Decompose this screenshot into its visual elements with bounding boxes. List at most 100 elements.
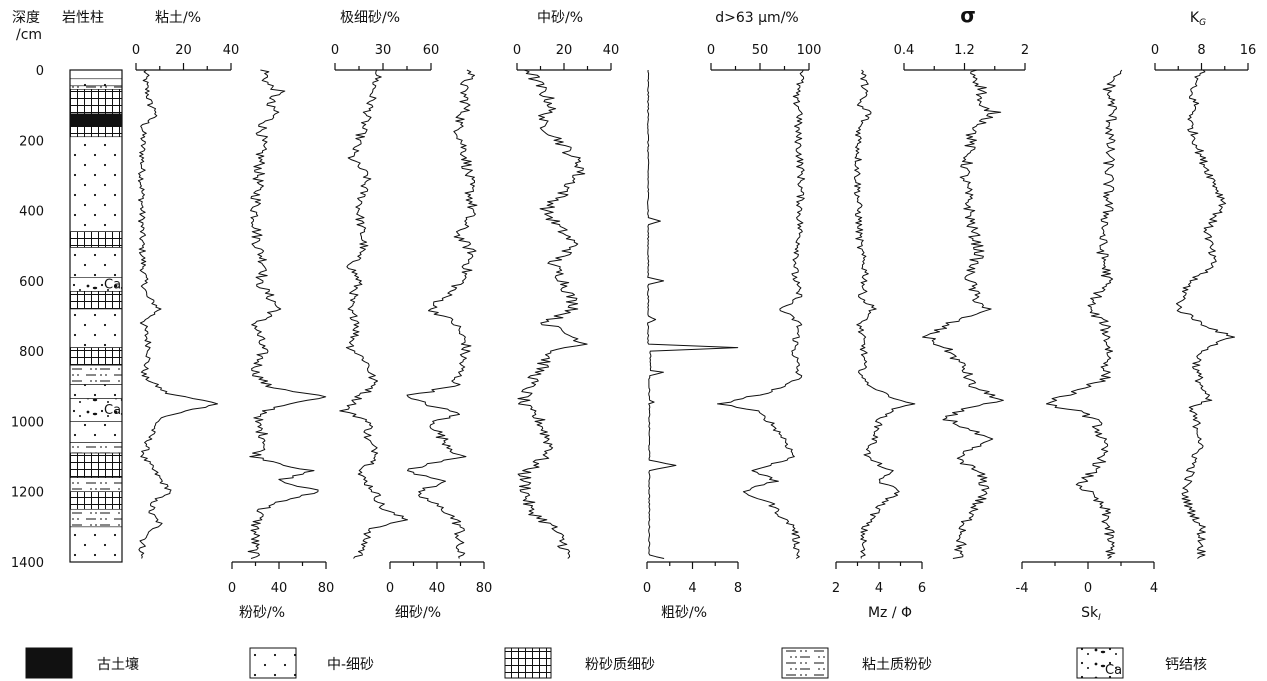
legend-symbol-text: Ca <box>1105 663 1122 678</box>
panel-title-text: 细砂/% <box>395 605 441 621</box>
panel-title-text: K <box>1190 10 1200 26</box>
depth-tick-label: 1400 <box>11 556 44 571</box>
panel-title: Mz / Φ <box>868 605 912 621</box>
panel-tick-label: 100 <box>797 43 822 58</box>
panel-tick-label: 4 <box>875 581 883 596</box>
depth-tick-label: 600 <box>19 275 44 290</box>
panel-title-text: 极细砂/% <box>340 10 400 26</box>
panel-curve-cs <box>647 69 739 559</box>
panel-tick-label: 40 <box>223 43 240 58</box>
panel-title-text: 中砂/% <box>537 10 583 26</box>
panel-title: 粘土/% <box>155 10 201 26</box>
panel-title-text: 粉砂/% <box>239 605 285 621</box>
panel-tick-label: 4 <box>1150 581 1158 596</box>
panel-tick-label: 80 <box>476 581 493 596</box>
panel-tick-label: 0 <box>1151 43 1159 58</box>
legend-label: 中-细砂 <box>327 657 374 673</box>
panel-tick-label: 0 <box>1084 581 1092 596</box>
lithology-legend: 古土壤 中-细砂 粉砂质细砂 粘土质粉砂 Ca 钙结核 <box>25 647 1207 679</box>
panel-tick-label: 8 <box>1197 43 1205 58</box>
legend-item-paleosol: 古土壤 <box>25 647 139 679</box>
depth-tick-label: 0 <box>36 64 44 79</box>
panel-title: 中砂/% <box>537 10 583 26</box>
panel-mz: 2 4 6 Mz / Φ <box>832 69 926 621</box>
legend-item-clayey: 粘土质粉砂 <box>781 647 932 679</box>
lithology-layer-sand <box>69 384 123 399</box>
panel-title-text: 粘土/% <box>155 10 201 26</box>
panel-tick-label: 6 <box>918 581 926 596</box>
lithology-layers: Ca Ca <box>69 78 123 563</box>
panel-tick-label: 2 <box>832 581 840 596</box>
lithology-layer-sand <box>69 421 123 443</box>
legend-label: 粘土质粉砂 <box>862 657 932 673</box>
panel-tick-label: 40 <box>271 581 288 596</box>
calcrete-label: Ca <box>104 277 121 292</box>
panel-curve-kg <box>1176 69 1235 559</box>
depth-axis-unit: /cm <box>16 27 42 43</box>
panel-tick-label: 0 <box>386 581 394 596</box>
lithology-layer-sand <box>69 308 123 348</box>
lithology-layer-clayey <box>69 442 123 454</box>
panel-title: 粉砂/% <box>239 605 285 621</box>
panel-kg: 0 8 16 KG <box>1151 10 1256 559</box>
panel-tick-label: 0 <box>707 43 715 58</box>
legend-swatch-silty <box>504 647 552 679</box>
lithology-layer-sand <box>69 78 123 87</box>
panel-tick-label: 50 <box>752 43 769 58</box>
panel-tick-label: 20 <box>556 43 573 58</box>
lithology-column-title: 岩性柱 <box>62 10 104 26</box>
panel-title: 粗砂/% <box>661 605 707 621</box>
lithology-layer-clayey <box>69 364 123 385</box>
calcrete-label: Ca <box>104 403 121 418</box>
panel-tick-label: 8 <box>734 581 742 596</box>
panel-curve-sk <box>1046 69 1123 559</box>
depth-tick-labels: 0 200 400 600 800 1000 1200 1400 <box>11 64 44 571</box>
panel-sigma: 0.4 1.2 2 σ <box>894 3 1029 559</box>
panel-curve-sigma <box>922 69 1004 559</box>
depth-axis-title: 深度 <box>12 10 40 26</box>
panel-title: σ <box>960 3 976 27</box>
legend-label: 钙结核 <box>1165 657 1207 673</box>
legend-swatch-calcrete <box>1076 647 1124 679</box>
lithology-layer-clayey <box>69 85 123 90</box>
panel-title: SkI <box>1081 605 1101 623</box>
panel-tick-label: 40 <box>429 581 446 596</box>
panel-curve-ms <box>517 69 588 559</box>
panel-title-text: 粗砂/% <box>661 605 707 621</box>
panel-tick-label: 20 <box>175 43 192 58</box>
lithology-layer-sand <box>69 526 123 563</box>
depth-tick-label: 400 <box>19 205 44 220</box>
lithology-frame <box>69 69 123 563</box>
depth-tick-label: 1000 <box>11 415 44 430</box>
panel-tick-label: 0.4 <box>894 43 915 58</box>
depth-tick-label: 800 <box>19 345 44 360</box>
panel-title-subscript: I <box>1098 613 1101 623</box>
panel-title: 极细砂/% <box>340 10 400 26</box>
panel-cs: 0 4 8 粗砂/% <box>643 69 742 621</box>
panel-tick-label: 0 <box>331 43 339 58</box>
panel-tick-label: 0 <box>132 43 140 58</box>
legend-item-sand: 中-细砂 <box>249 647 374 679</box>
panel-curve-mz <box>853 69 916 559</box>
panel-tick-label: 2 <box>1021 43 1029 58</box>
legend-item-calcrete: Ca 钙结核 <box>1076 647 1207 679</box>
panel-curve-fs <box>406 69 478 559</box>
legend-item-silty: 粉砂质细砂 <box>504 647 655 679</box>
lithology-layer-clayey <box>69 477 123 493</box>
lithology-layer-sand <box>69 136 123 232</box>
panel-tick-label: 0 <box>643 581 651 596</box>
panel-tick-label: 16 <box>1240 43 1257 58</box>
legend-swatch-clayey <box>781 647 829 679</box>
panel-tick-label: 4 <box>688 581 696 596</box>
panel-fs: 0 40 80 细砂/% <box>386 69 493 621</box>
panel-tick-label: -4 <box>1016 581 1029 596</box>
lithology-layer-silty <box>69 491 123 510</box>
lithology-layer-paleosol <box>69 113 123 127</box>
panel-vfs: 0 30 60 极细砂/% <box>331 10 439 559</box>
panel-title-text: Mz / Φ <box>868 605 912 621</box>
legend-swatch-sand <box>249 647 297 679</box>
lithology-layer-silty <box>69 291 123 310</box>
lithology-layer-clayey <box>69 508 123 528</box>
panel-tick-label: 80 <box>318 581 335 596</box>
panel-title: d>63 µm/% <box>715 10 798 26</box>
